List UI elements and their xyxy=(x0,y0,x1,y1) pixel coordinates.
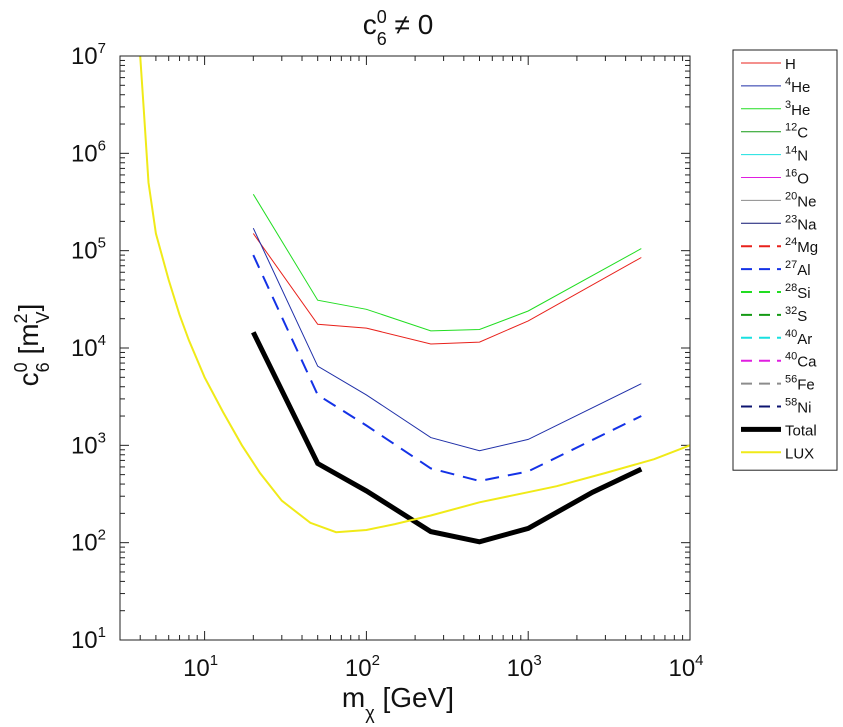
series-line-total xyxy=(251,331,643,545)
plot-area xyxy=(120,56,690,640)
legend-label: 28Si xyxy=(785,282,811,302)
axes-box xyxy=(119,55,691,641)
series-line-lux xyxy=(139,56,690,534)
y-tick-label: 104 xyxy=(71,332,106,362)
y-tick-label: 101 xyxy=(71,624,106,654)
legend-label: 14N xyxy=(785,145,808,165)
series-line-27-al xyxy=(252,254,642,483)
series-line-3-he xyxy=(252,193,642,332)
axes-frame xyxy=(119,55,691,641)
legend-label: 58Ni xyxy=(785,397,811,417)
legend-label: 32S xyxy=(785,305,807,325)
x-tick-label: 104 xyxy=(668,652,703,682)
axis-ticks xyxy=(119,56,690,641)
series-line-4-he xyxy=(252,227,642,452)
series-layer xyxy=(139,56,690,545)
legend-label: 20Ne xyxy=(785,190,816,210)
legend-label: 40Ar xyxy=(785,328,812,348)
legend-label: 23Na xyxy=(785,213,817,233)
legend-label: 4He xyxy=(785,76,810,96)
x-tick-label: 102 xyxy=(345,652,380,682)
x-tick-label: 103 xyxy=(507,652,542,682)
y-tick-label: 107 xyxy=(71,40,106,70)
tick-labels: 101 102 103 104 101 102 103 104 105 106 107 xyxy=(71,40,704,682)
legend-label: 12C xyxy=(785,122,808,142)
legend-label: 16O xyxy=(785,168,809,188)
y-tick-label: 105 xyxy=(71,235,106,265)
legend-label: 24Mg xyxy=(785,236,818,256)
chart-title: c0 6 ≠ 0 xyxy=(363,7,434,49)
legend-label: 27Al xyxy=(785,259,811,279)
legend-label: LUX xyxy=(785,445,814,462)
y-tick-label: 106 xyxy=(71,137,106,167)
legend-label: 56Fe xyxy=(785,374,815,394)
legend-label: 3He xyxy=(785,99,810,119)
x-axis-label: mχ [GeV] xyxy=(342,682,454,723)
legend-label: H xyxy=(785,56,796,73)
y-axis-label: c0 6 [m2 V] xyxy=(11,304,53,387)
legend-label: Total xyxy=(785,422,817,439)
x-tick-label: 101 xyxy=(183,652,218,682)
y-tick-label: 102 xyxy=(71,527,106,557)
legend-box xyxy=(732,49,838,471)
series-line-h xyxy=(252,233,642,345)
legend-label: 40Ca xyxy=(785,351,817,371)
y-tick-label: 103 xyxy=(71,429,106,459)
plot-background xyxy=(120,56,690,640)
